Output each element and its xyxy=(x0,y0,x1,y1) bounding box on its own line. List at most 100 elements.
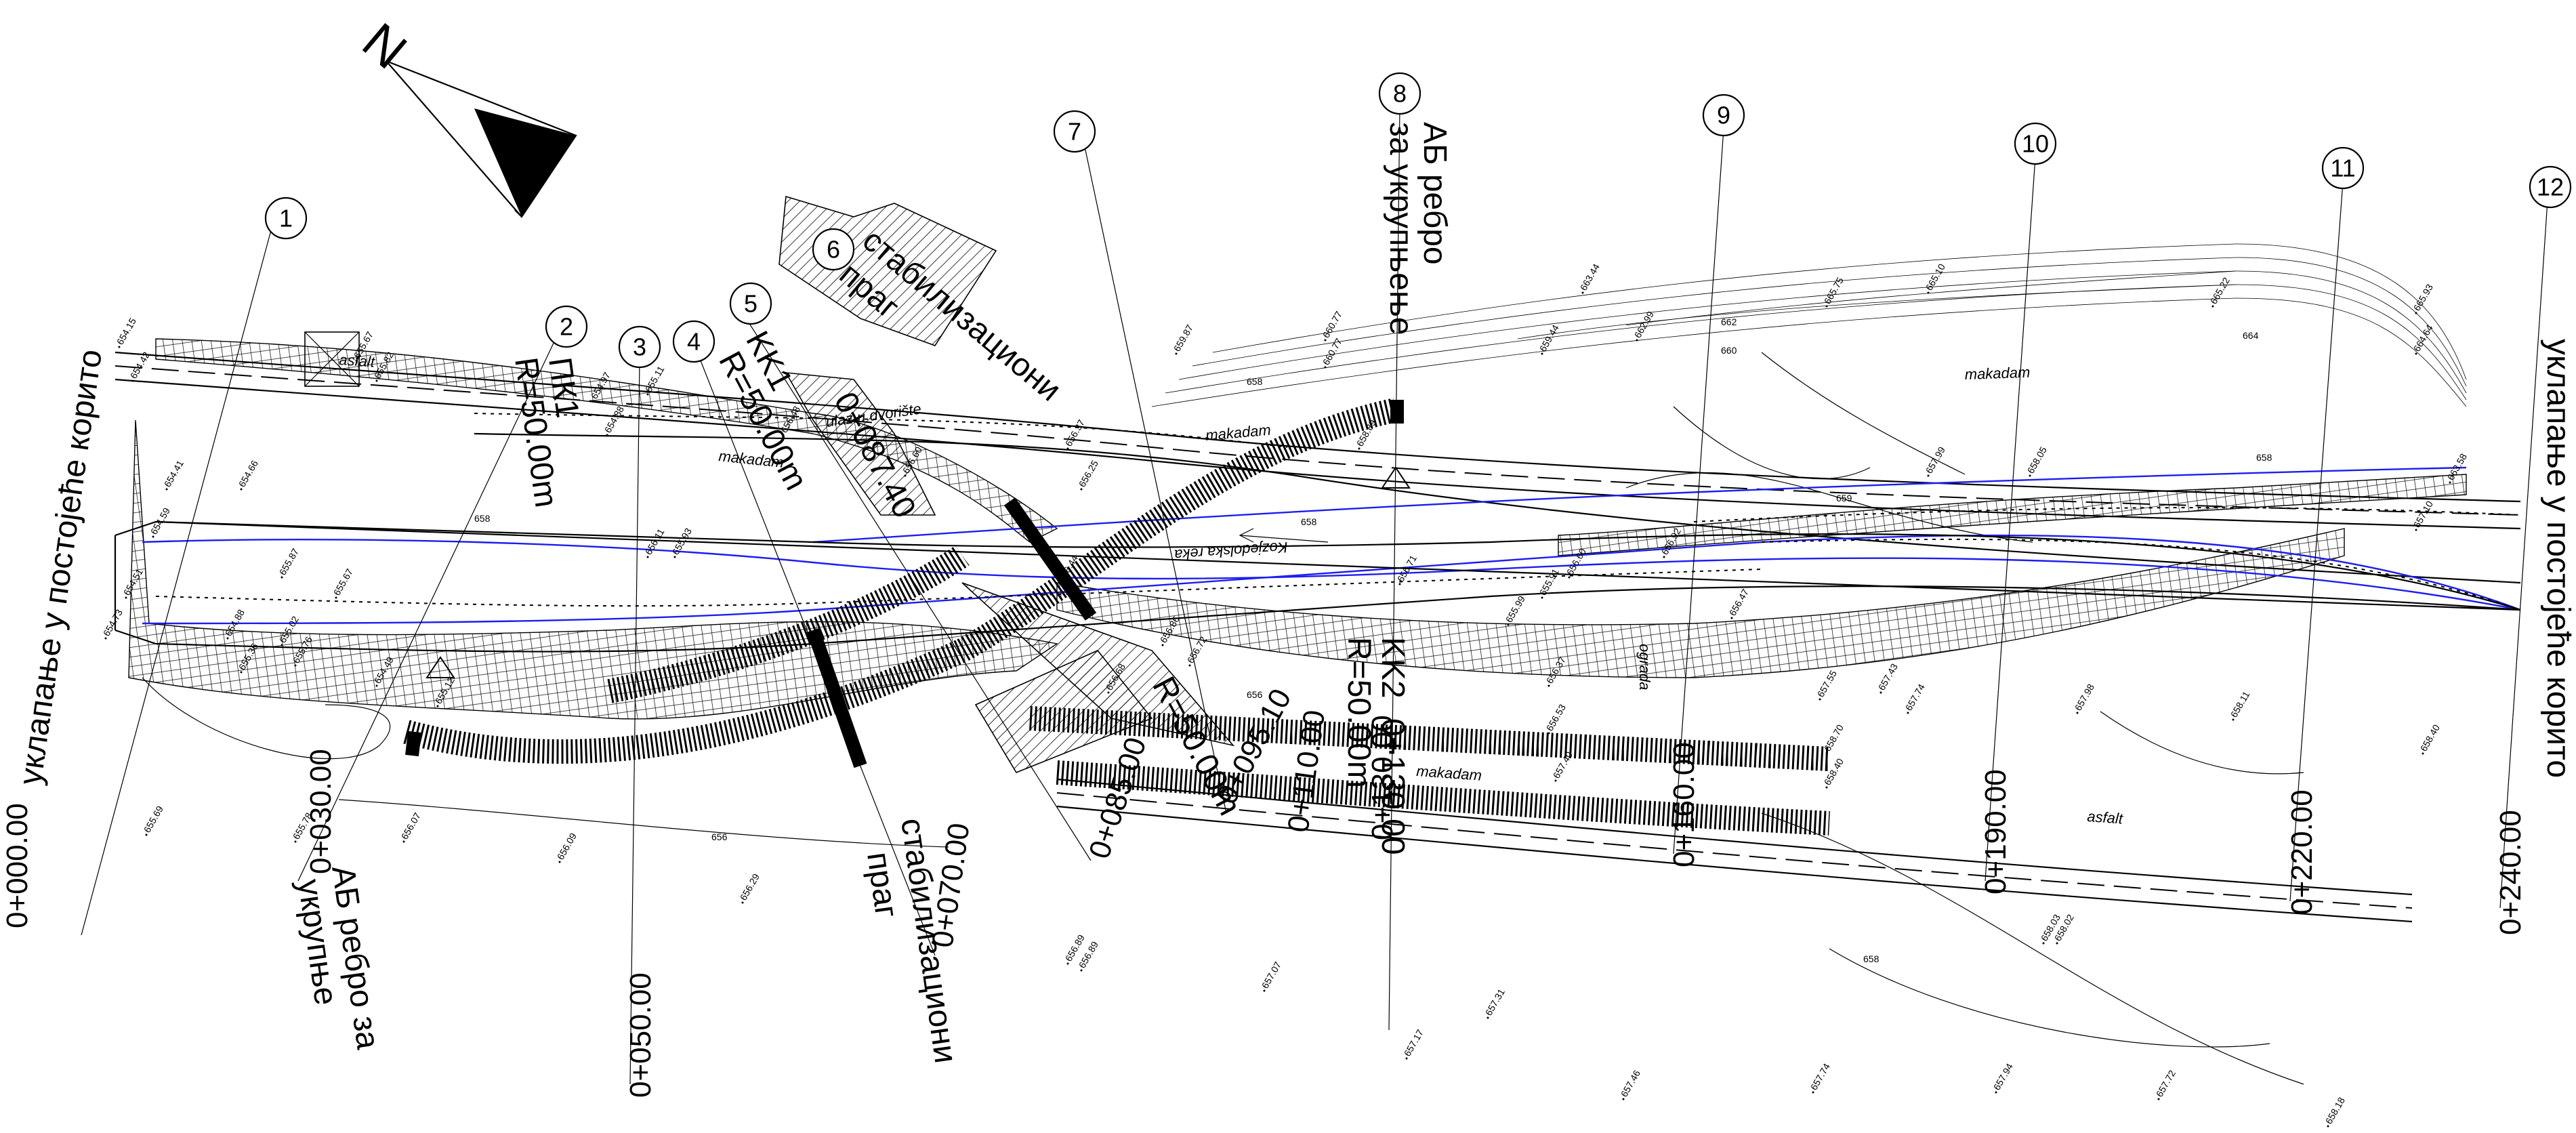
spot-elevation: 656.07 xyxy=(399,810,423,841)
spot-elevation-dot xyxy=(1825,305,1828,308)
spot-elevation-dot xyxy=(1622,1098,1625,1100)
spot-elevation: 659.87 xyxy=(1171,323,1195,353)
spot-elevation-dot xyxy=(741,901,744,904)
spot-elevation: 664.64 xyxy=(2411,323,2435,353)
marker-5: 5 xyxy=(729,282,772,325)
marker-10: 10 xyxy=(2014,122,2057,165)
spot-elevation-dot xyxy=(375,684,378,687)
spot-elevation: 656.53 xyxy=(1544,702,1568,733)
contour-number: 659 xyxy=(1836,493,1852,503)
spot-elevation-dot xyxy=(1080,969,1083,972)
spot-elevation: 654.42 xyxy=(128,350,152,380)
spot-elevation-dot xyxy=(2422,752,2424,755)
spot-elevation: 657.99 xyxy=(1924,445,1947,475)
inlet-label-right: уклапање у постојеће корито xyxy=(2540,339,2576,778)
spot-elevation-dot xyxy=(1060,583,1062,585)
spot-elevation-dot xyxy=(1541,352,1543,355)
spot-elevation-dot xyxy=(558,861,561,863)
spot-elevation-dot xyxy=(1188,664,1191,667)
spot-elevation: 657.98 xyxy=(2073,682,2096,712)
spot-elevation-dot xyxy=(152,535,154,538)
marker-number: 1 xyxy=(279,205,293,232)
station-label: 0+130.00 xyxy=(1366,715,1399,840)
kk2-label: KK2 xyxy=(1375,637,1411,699)
spot-elevation: 656.25 xyxy=(1077,458,1100,489)
spot-elevation: 658.40 xyxy=(1822,756,1846,787)
contour-number: 658 xyxy=(2256,452,2272,463)
station-label: 0+160.00 xyxy=(1667,742,1701,867)
makadam-label: makadam xyxy=(1416,762,1482,784)
spot-elevation-dot xyxy=(240,671,243,674)
marker-3: 3 xyxy=(618,325,661,369)
spot-elevation-dot xyxy=(1066,962,1069,965)
spot-elevation-dot xyxy=(2076,712,2079,714)
spot-elevation: 657.43 xyxy=(1876,661,1900,692)
spot-elevation: 654.15 xyxy=(115,316,138,346)
spot-elevation-dot xyxy=(1581,291,1584,294)
asfalt-label: asfalt xyxy=(2087,808,2124,827)
station-label: 0+220.00 xyxy=(2285,789,2319,915)
spot-elevation: 657.74 xyxy=(1903,682,1927,712)
spot-elevation-dot xyxy=(1825,752,1828,755)
marker-number: 12 xyxy=(2537,173,2564,201)
spot-elevation-dot xyxy=(1066,447,1069,450)
inlet-label-left: уклапање у постојеће корито xyxy=(12,347,109,787)
spot-elevation-dot xyxy=(281,576,283,579)
spot-elevation-dot xyxy=(904,474,907,477)
spot-elevation: 657.07 xyxy=(1260,960,1283,990)
spot-elevation: 658.89 xyxy=(1354,417,1378,448)
station-label: 0+190.00 xyxy=(1979,769,2012,894)
spot-elevation-dot xyxy=(1554,779,1557,782)
spot-elevation-dot xyxy=(1107,691,1110,694)
spot-elevation-dot xyxy=(1730,617,1733,619)
contour-number: 662 xyxy=(1721,316,1737,327)
spot-elevation-dot xyxy=(1405,1057,1408,1060)
spot-elevation-dot xyxy=(1825,786,1828,789)
spot-elevation-dot xyxy=(335,596,337,599)
contour-numbers: 658 659 656 658 660 662 664 658 658 656 … xyxy=(474,316,2272,964)
spot-elevation-dot xyxy=(1398,583,1401,585)
spot-elevation: 663.44 xyxy=(1578,262,1602,292)
station-label: 0+050.00 xyxy=(624,972,657,1098)
spot-elevation-dot xyxy=(2029,474,2031,477)
spot-elevation: 665.10 xyxy=(1924,262,1947,292)
contour-number: 656 xyxy=(1247,689,1263,700)
spot-elevation-dot xyxy=(646,393,649,396)
spot-elevation-dot xyxy=(2157,1098,2160,1100)
contour-number: 658 xyxy=(474,513,491,524)
station-label: 0+110.00 xyxy=(1281,708,1331,835)
spot-elevation-dot xyxy=(294,664,297,667)
spot-elevation-dot xyxy=(165,488,168,491)
spot-elevation-dot xyxy=(104,637,107,640)
marker-number: 5 xyxy=(744,290,757,318)
spot-elevation: 658.05 xyxy=(2025,445,2049,475)
spot-elevation: 654.66 xyxy=(236,458,260,489)
spot-elevation-dot xyxy=(2415,312,2417,314)
spot-elevation: 656.11 xyxy=(643,527,667,556)
spot-elevation-dot xyxy=(1547,732,1550,735)
spot-elevation-dot xyxy=(2415,529,2417,531)
spot-elevation: 656.47 xyxy=(1727,587,1751,617)
spot-elevation-dot xyxy=(2042,942,2045,945)
contour-lines xyxy=(142,243,2467,1085)
spot-elevation: 658.18 xyxy=(2323,1095,2347,1126)
marker-6: 6 xyxy=(812,228,855,271)
spot-elevation-dot xyxy=(281,644,283,646)
spot-elevation: 665.93 xyxy=(2411,282,2435,312)
spot-elevation: 656.72 xyxy=(1185,634,1209,665)
fence-label: ograda xyxy=(1636,644,1653,691)
marker-number: 11 xyxy=(2330,154,2355,182)
marker-number: 6 xyxy=(827,236,840,264)
contour-number: 660 xyxy=(1721,345,1737,356)
spot-elevation-dot xyxy=(402,840,405,843)
spot-elevation: 654.73 xyxy=(101,607,125,638)
marker-7: 7 xyxy=(1053,110,1096,153)
marker-9: 9 xyxy=(1702,94,1745,137)
spot-elevation: 656.09 xyxy=(555,831,579,861)
spot-elevation: 657.74 xyxy=(1808,1061,1832,1092)
spot-elevation-dot xyxy=(226,637,229,640)
spot-elevation-dot xyxy=(355,359,358,362)
river-channel xyxy=(114,338,2521,720)
spot-elevation-dot xyxy=(1879,691,1882,694)
spot-elevation: 655.99 xyxy=(1503,594,1527,624)
